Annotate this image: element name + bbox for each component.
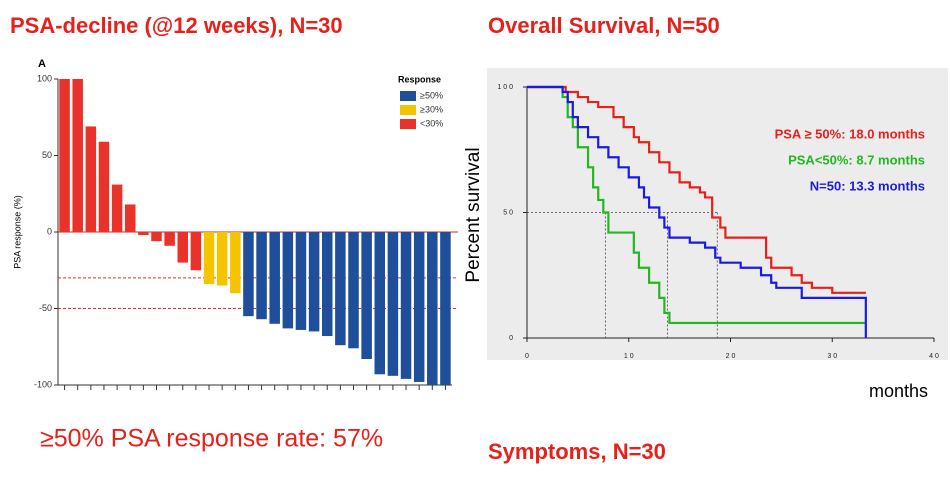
bar xyxy=(348,232,359,349)
bar xyxy=(256,232,267,320)
bar xyxy=(308,232,320,332)
bar xyxy=(335,232,346,346)
survival-curve xyxy=(527,85,866,294)
bar xyxy=(151,232,162,242)
bar xyxy=(98,141,110,232)
bar xyxy=(321,232,333,337)
legend-title: Response xyxy=(398,74,441,84)
response-rate: ≥50% PSA response rate: 57% xyxy=(40,425,383,453)
legend-swatch xyxy=(400,119,416,129)
bar xyxy=(216,232,228,286)
x-tick-label: 1 0 xyxy=(624,353,634,360)
legend-swatch xyxy=(400,105,416,115)
bar xyxy=(230,232,241,294)
next-section: Symptoms, N=30 xyxy=(488,439,666,464)
x-tick-label: 4 0 xyxy=(929,353,939,360)
bar xyxy=(413,232,425,382)
y-tick-label: 100 xyxy=(37,73,52,83)
bar xyxy=(203,232,215,285)
bar xyxy=(374,232,386,375)
bar xyxy=(361,232,372,359)
bar xyxy=(177,232,189,263)
legend-label: PSA ≥ 50%: 18.0 months xyxy=(775,126,925,141)
bar xyxy=(138,232,149,236)
x-tick-label: 0 xyxy=(525,353,529,360)
legend-label: <30% xyxy=(420,118,443,128)
bar xyxy=(400,232,412,379)
bar xyxy=(85,126,97,232)
bar xyxy=(427,232,438,385)
y-axis-label: PSA response (%) xyxy=(12,195,22,269)
x-tick-label: 2 0 xyxy=(726,353,736,360)
y-tick-label: 0 xyxy=(47,226,52,236)
chart-title: PSA-decline (@12 weeks), N=30 xyxy=(10,13,343,38)
bar xyxy=(282,232,294,329)
y-tick-label: -100 xyxy=(34,379,52,389)
survival-curve xyxy=(527,85,866,325)
y-tick-label: 5 0 xyxy=(503,209,513,216)
survival-curve xyxy=(527,85,867,338)
legend-label: ≥30% xyxy=(420,104,443,114)
y-tick-label: 0 xyxy=(509,335,513,342)
chart-title: Overall Survival, N=50 xyxy=(488,13,720,38)
legend-swatch xyxy=(400,91,416,101)
bar xyxy=(269,232,280,324)
x-axis-label: months xyxy=(869,381,928,401)
x-tick-label: 3 0 xyxy=(827,353,837,360)
bar xyxy=(387,232,399,376)
bar xyxy=(124,204,136,232)
bar xyxy=(111,184,123,232)
y-tick-label: 50 xyxy=(42,150,52,160)
bar xyxy=(72,79,83,232)
y-tick-label: -50 xyxy=(39,303,52,313)
bar xyxy=(243,232,254,317)
legend-label: ≥50% xyxy=(420,90,443,100)
bar xyxy=(190,232,202,271)
bar xyxy=(59,79,70,232)
panel-label: A xyxy=(38,58,46,70)
legend-label: PSA<50%: 8.7 months xyxy=(788,152,925,167)
bar xyxy=(440,232,451,385)
bar xyxy=(164,232,175,246)
y-axis-label: Percent survival xyxy=(463,147,484,282)
bar xyxy=(295,232,307,330)
legend-label: N=50: 13.3 months xyxy=(810,178,925,193)
y-tick-label: 1 0 0 xyxy=(497,84,513,91)
